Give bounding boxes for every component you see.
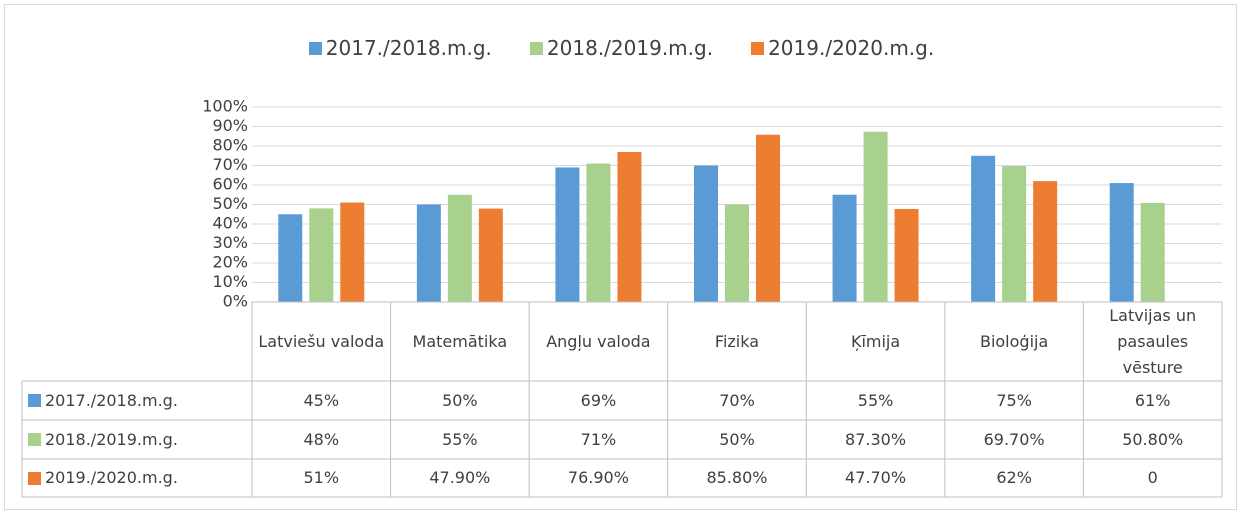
bar bbox=[725, 204, 749, 302]
bar bbox=[1033, 181, 1058, 302]
bar bbox=[555, 167, 580, 302]
table-value: 50.80% bbox=[1122, 429, 1184, 449]
table-row-header: 2017./2018.m.g. bbox=[22, 381, 252, 420]
table-value: 69% bbox=[580, 390, 617, 410]
table-value: 47.90% bbox=[429, 468, 491, 487]
bar bbox=[586, 163, 611, 302]
table-value: 51% bbox=[303, 468, 340, 487]
table-value: 47.70% bbox=[845, 468, 907, 487]
category-label: Ķīmija bbox=[850, 331, 901, 351]
category-label: Latviešu valoda bbox=[258, 331, 385, 351]
y-tick-label: 60% bbox=[212, 175, 248, 194]
table-value: 61% bbox=[1134, 390, 1171, 410]
table-value: 87.30% bbox=[845, 429, 907, 449]
table-value: 50% bbox=[719, 429, 755, 449]
legend-swatch bbox=[28, 433, 41, 446]
table-value: 71% bbox=[580, 429, 617, 449]
y-tick-label: 20% bbox=[212, 253, 248, 272]
category-label: Fizika bbox=[714, 331, 760, 351]
bar bbox=[971, 155, 996, 302]
y-tick-label: 70% bbox=[212, 155, 248, 174]
table-row-header: 2018./2019.m.g. bbox=[22, 420, 252, 459]
table-value: 75% bbox=[996, 390, 1032, 410]
y-tick-label: 100% bbox=[202, 97, 248, 116]
legend-swatch bbox=[529, 41, 543, 55]
table-value: 55% bbox=[857, 390, 894, 410]
bar bbox=[894, 208, 919, 302]
legend: 2017./2018.m.g. 2018./2019.m.g. 2019./2020… bbox=[0, 36, 1243, 60]
table-value: 62% bbox=[996, 468, 1032, 487]
table-series-name: 2019./2020.m.g. bbox=[45, 468, 178, 487]
table-series-name: 2017./2018.m.g. bbox=[45, 390, 178, 410]
bar bbox=[863, 131, 888, 302]
legend-label: 2018./2019.m.g. bbox=[546, 36, 714, 60]
table-value: 0 bbox=[1147, 468, 1158, 487]
bar bbox=[309, 208, 334, 302]
table-value: 85.80% bbox=[706, 468, 768, 487]
table-value: 48% bbox=[303, 429, 340, 449]
bar bbox=[832, 194, 857, 302]
legend-swatch bbox=[28, 471, 41, 485]
legend-swatch bbox=[751, 41, 765, 55]
table-value: 45% bbox=[303, 390, 340, 410]
table-value: 50% bbox=[442, 390, 478, 410]
y-tick-label: 50% bbox=[212, 194, 248, 213]
legend-swatch bbox=[308, 41, 322, 55]
legend-item: 2019./2020.m.g. bbox=[751, 36, 934, 60]
table-value: 70% bbox=[719, 390, 755, 410]
y-tick-label: 80% bbox=[212, 136, 248, 155]
category-label: Matemātika bbox=[412, 331, 508, 351]
bar bbox=[478, 208, 503, 302]
bar bbox=[278, 214, 303, 302]
bar bbox=[1109, 183, 1134, 302]
bar bbox=[416, 204, 441, 302]
category-label: Bioloģija bbox=[979, 331, 1049, 351]
y-tick-label: 30% bbox=[212, 233, 248, 252]
table-value: 55% bbox=[442, 429, 478, 449]
chart-frame bbox=[4, 4, 1237, 510]
category-label: Angļu valoda bbox=[546, 331, 651, 351]
table-row-header: 2019./2020.m.g. bbox=[22, 459, 252, 497]
legend-item: 2017./2018.m.g. bbox=[308, 36, 492, 60]
table-series-name: 2018./2019.m.g. bbox=[45, 429, 178, 449]
legend-swatch bbox=[28, 394, 41, 407]
bar bbox=[694, 165, 718, 302]
bar bbox=[447, 194, 472, 302]
legend-label: 2017./2018.m.g. bbox=[325, 36, 492, 60]
bar bbox=[617, 152, 642, 302]
bar bbox=[340, 202, 365, 302]
y-tick-label: 90% bbox=[212, 116, 248, 135]
category-label: Latvijas un pasaules vēsture bbox=[1109, 305, 1197, 377]
y-tick-label: 40% bbox=[212, 214, 248, 233]
table-value: 76.90% bbox=[567, 468, 629, 487]
bar bbox=[756, 134, 780, 302]
bar bbox=[1002, 166, 1027, 302]
bar bbox=[1140, 202, 1165, 302]
y-tick-label: 10% bbox=[212, 272, 248, 291]
legend-item: 2018./2019.m.g. bbox=[529, 36, 714, 60]
table-value: 69.70% bbox=[983, 429, 1045, 449]
y-tick-label: 0% bbox=[223, 292, 248, 311]
legend-label: 2019./2020.m.g. bbox=[768, 36, 935, 60]
